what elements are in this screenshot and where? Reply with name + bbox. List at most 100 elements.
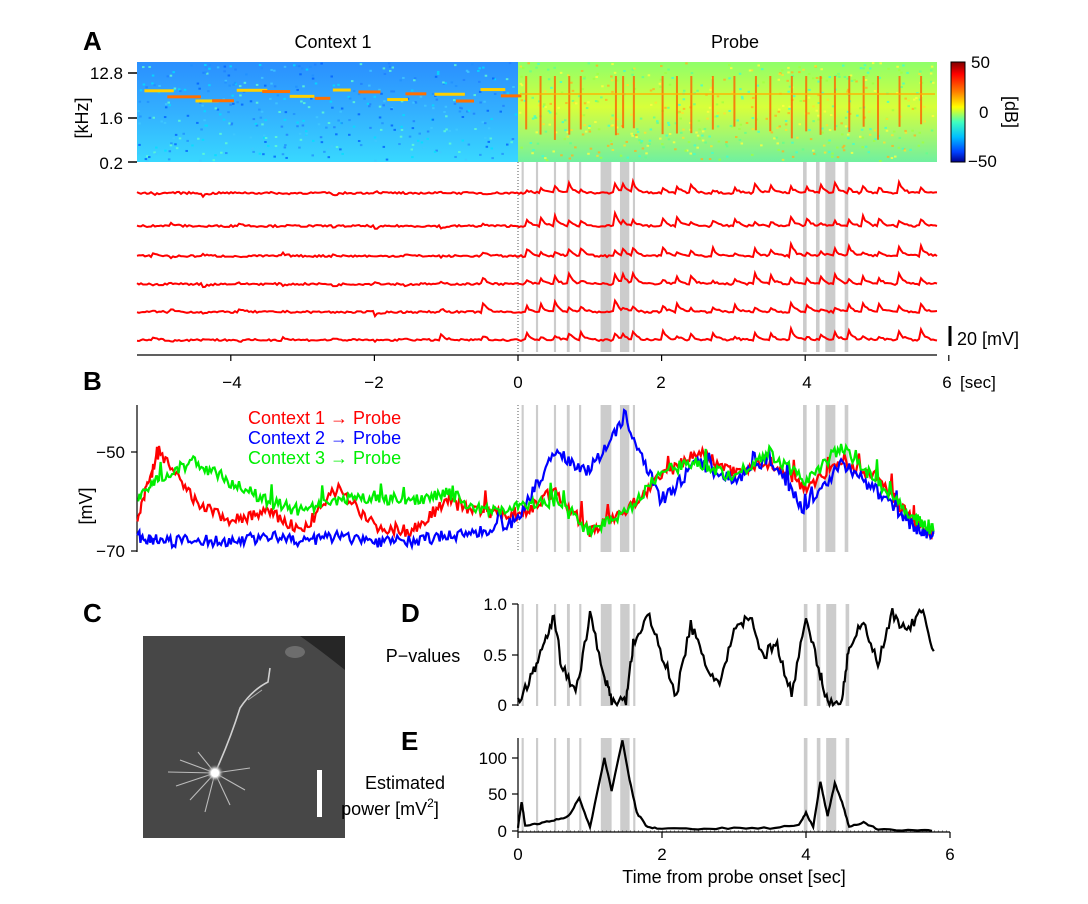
spectrogram-pixel [753, 112, 756, 115]
spectrogram-pixel [252, 118, 256, 121]
spectrogram-pixel [544, 157, 547, 160]
spectrogram-pixel [778, 125, 782, 128]
spectrogram-pixel [659, 85, 662, 88]
spectrogram-pixel [667, 68, 670, 71]
probe-click [579, 76, 582, 130]
freq-tick-1-6: 1.6 [99, 109, 123, 128]
spectrogram-pixel [260, 67, 264, 70]
spectrogram-pixel [311, 154, 314, 157]
spectrogram-pixel [168, 150, 172, 153]
spectrogram-pixel [595, 76, 598, 79]
spectrogram-pixel [301, 67, 304, 70]
spectrogram-pixel [844, 116, 848, 119]
spectrogram-pixel [348, 119, 351, 122]
spectrogram-pixel [196, 82, 200, 85]
spectrogram-pixel [482, 66, 485, 69]
spectrogram-pixel [137, 110, 140, 113]
spectrogram-pixel [802, 99, 806, 102]
spectrogram-pixel [751, 153, 754, 156]
spectrogram-pixel [216, 66, 220, 69]
spectrogram-pixel [234, 68, 237, 71]
probe-click [632, 76, 635, 129]
spectrogram-pixel [918, 73, 921, 76]
micrograph-scale-bar [317, 770, 322, 817]
shaded-interval [579, 162, 582, 352]
spectrogram-pixel [223, 70, 226, 73]
spectrogram-pixel [750, 106, 754, 109]
spectrogram-pixel [638, 139, 641, 142]
spectrogram-pixel [796, 136, 799, 139]
spectrogram-pixel [285, 133, 289, 136]
spectrogram-pixel [600, 96, 603, 99]
spectrogram-pixel [718, 158, 721, 161]
spectrogram-pixel [607, 124, 611, 127]
legend: Context 1 → Probe Context 2 → Probe Cont… [248, 408, 401, 468]
spectrogram-pixel [178, 119, 181, 122]
spectrogram-pixel [514, 113, 518, 116]
spectrogram-pixel [341, 152, 344, 155]
spectrogram-pixel [431, 104, 435, 107]
spectrogram-pixel [684, 149, 688, 152]
power-trace [516, 740, 933, 832]
shaded-interval [845, 738, 850, 832]
spectrogram-pixel [671, 76, 674, 79]
p-values-label: P−values [386, 646, 461, 666]
spectrogram-pixel [896, 65, 899, 68]
spectrogram-pixel [220, 151, 223, 154]
spectrogram-pixel [467, 109, 471, 112]
probe-click [848, 76, 851, 133]
spectrogram-pixel [731, 91, 734, 94]
spectrogram-pixel [167, 158, 171, 161]
spectrogram-pixel [330, 145, 334, 148]
spectrogram-pixel [262, 153, 265, 156]
spectrogram-pixel [323, 150, 326, 153]
spectrogram-pixel [815, 109, 818, 112]
mean-trace-axis: −50 −70 [mV] [76, 405, 138, 561]
spectrogram-pixel [203, 110, 207, 113]
spectrogram-pixel [422, 146, 426, 149]
mean-trace-2 [136, 408, 935, 551]
spectrogram-pixel [487, 127, 491, 130]
spectrogram-pixel [434, 94, 437, 97]
spectrogram-pixel [636, 130, 640, 133]
legend-context-3: Context 3 → Probe [248, 448, 401, 468]
spectrogram-pixel [284, 111, 288, 114]
spectrogram-pixel [867, 151, 871, 154]
spectrogram-pixel [601, 85, 604, 88]
spectrogram-pixel [774, 114, 777, 117]
spectrogram-pixel [791, 155, 795, 158]
spectrogram-pixel [400, 125, 403, 128]
spectrogram-pixel [462, 78, 466, 81]
spectrogram-pixel [828, 151, 831, 154]
spectrogram-pixel [508, 62, 512, 65]
spectrogram-pixel [332, 84, 336, 87]
spectrogram-pixel [784, 128, 788, 131]
spectrogram-pixel [293, 64, 296, 67]
p-values-axis: 1.0 0.5 0 [483, 595, 519, 715]
spectrogram-pixel [466, 70, 470, 73]
spectrogram-pixel [859, 107, 862, 110]
scale-bar-label: 20 [mV] [957, 329, 1019, 349]
spectrogram-pixel [654, 101, 658, 104]
spectrogram-pixel [867, 110, 871, 113]
spectrogram-pixel [611, 114, 614, 117]
song-syllable [500, 94, 522, 98]
spectrogram-pixel [542, 105, 546, 108]
spectrogram-pixel [623, 144, 626, 147]
spectrogram-pixel [571, 99, 575, 102]
spectrogram-pixel [929, 80, 933, 83]
spectrogram-pixel [644, 156, 647, 159]
spectrogram-pixel [903, 149, 907, 152]
spectrogram-pixel [554, 131, 558, 134]
spectrogram-pixel [374, 159, 377, 162]
spectrogram-pixel [884, 126, 887, 129]
spectrogram-pixel [703, 127, 707, 130]
spectrogram-pixel [339, 110, 342, 113]
spectrogram-pixel [886, 155, 890, 158]
time-axis-label: Time from probe onset [sec] [622, 867, 845, 887]
spectrogram-pixel [898, 136, 902, 139]
spectrogram-pixel [443, 130, 446, 133]
spectrogram-pixel [606, 144, 610, 147]
spectrogram-pixel [750, 69, 754, 72]
spectrogram-pixel [185, 149, 188, 152]
